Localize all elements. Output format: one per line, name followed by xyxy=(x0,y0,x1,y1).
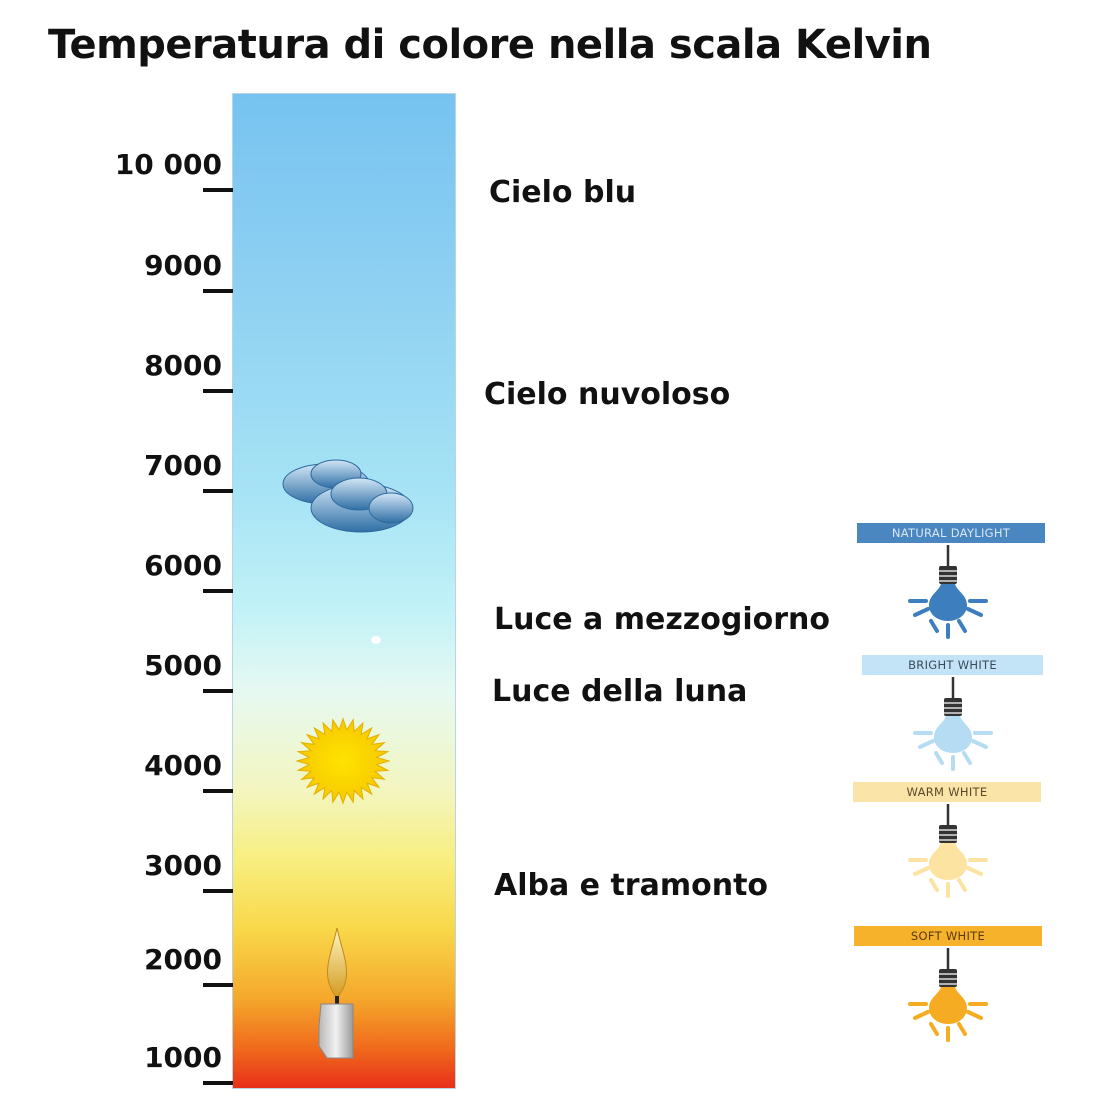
scale-tick xyxy=(203,489,233,493)
scale-tick-label: 2000 xyxy=(144,943,222,976)
light-bulb-icon xyxy=(908,677,998,787)
label-cielo-blu: Cielo blu xyxy=(489,175,637,210)
scale-tick xyxy=(203,188,233,192)
label-alba-tramonto: Alba e tramonto xyxy=(494,868,769,903)
scale-tick xyxy=(203,689,233,693)
bulb-label: NATURAL DAYLIGHT xyxy=(857,523,1045,543)
scale-tick xyxy=(203,289,233,293)
kelvin-color-bar xyxy=(232,93,456,1089)
scale-tick-label: 9000 xyxy=(144,249,222,282)
sun-icon xyxy=(295,717,391,805)
scale-tick-label: 1000 xyxy=(144,1041,222,1074)
scale-tick xyxy=(203,889,233,893)
light-bulb-icon xyxy=(903,804,993,914)
scale-tick-label: 8000 xyxy=(144,349,222,382)
label-luce-luna: Luce della luna xyxy=(492,674,748,709)
scale-tick xyxy=(203,983,233,987)
scale-tick xyxy=(203,789,233,793)
scale-tick xyxy=(203,589,233,593)
candle-icon xyxy=(318,927,354,1059)
moon-dot xyxy=(371,636,381,644)
scale-tick-label: 4000 xyxy=(144,749,222,782)
scale-tick-label: 5000 xyxy=(144,649,222,682)
scale-tick-label: 10 000 xyxy=(114,148,222,181)
scale-tick-label: 7000 xyxy=(144,449,222,482)
page-title: Temperatura di colore nella scala Kelvin xyxy=(48,22,932,68)
scale-tick xyxy=(203,1081,233,1085)
scale-tick xyxy=(203,389,233,393)
scale-tick-label: 6000 xyxy=(144,549,222,582)
label-luce-mezzogiorno: Luce a mezzogiorno xyxy=(494,602,831,637)
bulb-label: WARM WHITE xyxy=(853,782,1041,802)
bulb-label: SOFT WHITE xyxy=(854,926,1042,946)
label-cielo-nuvoloso: Cielo nuvoloso xyxy=(484,377,731,412)
scale-tick-label: 3000 xyxy=(144,849,222,882)
light-bulb-icon xyxy=(903,948,993,1058)
light-bulb-icon xyxy=(903,545,993,655)
cloud-icon xyxy=(282,459,414,533)
bulb-label: BRIGHT WHITE xyxy=(862,655,1043,675)
